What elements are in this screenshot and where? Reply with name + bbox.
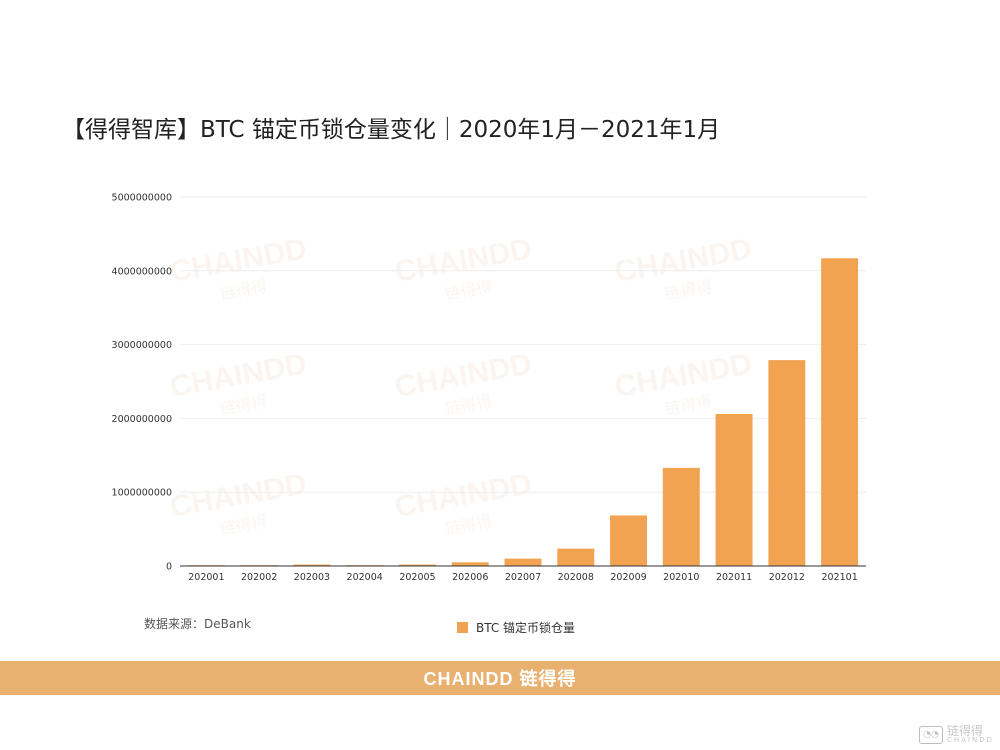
x-tick-label: 202007 — [505, 572, 541, 583]
wechat-icon: ◔◔ — [918, 725, 943, 744]
y-tick-label: 5000000000 — [112, 193, 172, 204]
watermark-text-cn: 链得得 — [443, 277, 494, 304]
x-tick-label: 202008 — [558, 572, 594, 583]
x-tick-label: 202011 — [716, 572, 752, 583]
legend-swatch — [457, 622, 468, 633]
footer-bar: CHAINDD 链得得 — [0, 661, 1000, 695]
x-tick-label: 202004 — [347, 572, 383, 583]
watermark-text-en: CHAINDD — [392, 467, 534, 524]
corner-brand-cn: 链得得 — [946, 724, 983, 738]
bar — [610, 515, 648, 566]
bar — [398, 564, 436, 566]
watermark-text-cn: 链得得 — [443, 392, 494, 419]
bar — [557, 548, 595, 566]
watermark-text-en: CHAINDD — [612, 232, 754, 289]
chart-title: 【得得智库】BTC 锚定币锁仓量变化｜2020年1月－2021年1月 — [62, 117, 721, 143]
watermark-text-en: CHAINDD — [167, 467, 309, 524]
corner-brand-mark: ◔◔ 链得得 CHAINDD — [918, 724, 994, 744]
watermark-text-cn: 链得得 — [218, 512, 269, 539]
y-tick-label: 4000000000 — [112, 266, 172, 277]
watermark-text-cn: 链得得 — [663, 392, 714, 419]
data-source-note: 数据来源：DeBank — [144, 617, 251, 631]
x-tick-label: 202010 — [663, 572, 699, 583]
x-tick-label: 202005 — [399, 572, 435, 583]
corner-brand-en: CHAINDD — [946, 736, 994, 744]
x-tick-label: 202006 — [452, 572, 488, 583]
x-tick-label: 202003 — [294, 572, 330, 583]
watermark-text-en: CHAINDD — [392, 232, 534, 289]
y-axis-ticks: 0 1000000000 2000000000 3000000000 400000000… — [112, 193, 172, 573]
bar — [821, 258, 859, 566]
x-tick-label: 202002 — [241, 572, 277, 583]
footer-logo: CHAINDD 链得得 — [423, 669, 577, 689]
watermark-text-en: CHAINDD — [167, 347, 309, 404]
y-tick-label: 2000000000 — [112, 414, 172, 425]
watermark-text-en: CHAINDD — [392, 347, 534, 404]
x-tick-label: 202001 — [188, 572, 224, 583]
x-tick-label: 202009 — [610, 572, 646, 583]
bar — [768, 360, 806, 566]
watermark-text-cn: 链得得 — [218, 392, 269, 419]
watermark-text-cn: 链得得 — [443, 512, 494, 539]
watermark-text-cn: 链得得 — [218, 277, 269, 304]
x-axis-ticks: 202001 202002 202003 202004 202005 202006 2020… — [188, 572, 857, 583]
bar — [504, 558, 542, 566]
y-tick-label: 1000000000 — [112, 488, 172, 499]
bar — [715, 413, 753, 566]
y-tick-label: 0 — [166, 562, 172, 573]
watermark-text-en: CHAINDD — [612, 347, 754, 404]
bars — [187, 258, 859, 566]
y-tick-label: 3000000000 — [112, 340, 172, 351]
bar — [293, 564, 331, 566]
legend: BTC 锚定币锁仓量 — [457, 619, 575, 636]
x-tick-label: 202101 — [821, 572, 857, 583]
bar-chart: CHAINDD链得得CHAINDD链得得CHAINDD链得得CHAINDD链得得… — [112, 193, 866, 583]
watermark-text-cn: 链得得 — [663, 277, 714, 304]
bar — [662, 467, 700, 566]
bar — [451, 562, 489, 566]
x-tick-label: 202012 — [769, 572, 805, 583]
legend-label: BTC 锚定币锁仓量 — [476, 621, 576, 635]
watermark-text-en: CHAINDD — [167, 232, 309, 289]
